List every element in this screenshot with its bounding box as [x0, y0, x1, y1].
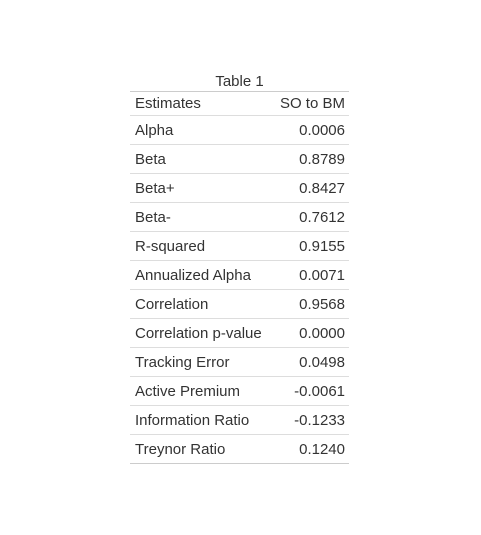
row-value: 0.0071 [271, 260, 349, 290]
table-row: Active Premium -0.0061 [130, 376, 349, 406]
column-header-estimates: Estimates [130, 91, 272, 116]
row-label: Beta+ [130, 173, 272, 203]
table-header-row: Estimates SO to BM [130, 91, 349, 116]
table-row: Information Ratio -0.1233 [130, 405, 349, 435]
row-label: Active Premium [130, 376, 272, 406]
row-label: Annualized Alpha [130, 260, 272, 290]
row-value: 0.1240 [271, 434, 349, 464]
column-header-so-to-bm: SO to BM [271, 91, 349, 116]
table-row: Beta- 0.7612 [130, 202, 349, 232]
row-label: Treynor Ratio [130, 434, 272, 464]
table-caption: Table 1 [215, 73, 264, 90]
table-row: Tracking Error 0.0498 [130, 347, 349, 377]
table-row: Beta 0.8789 [130, 144, 349, 174]
row-value: 0.9155 [271, 231, 349, 261]
row-label: Tracking Error [130, 347, 272, 377]
row-value: 0.0498 [271, 347, 349, 377]
row-value: 0.7612 [271, 202, 349, 232]
row-label: Correlation p-value [130, 318, 272, 348]
table-row: Correlation 0.9568 [130, 289, 349, 319]
row-label: Alpha [130, 115, 272, 145]
row-value: 0.8427 [271, 173, 349, 203]
table-row: R-squared 0.9155 [130, 231, 349, 261]
row-value: 0.0000 [271, 318, 349, 348]
row-value: 0.0006 [271, 115, 349, 145]
row-value: -0.1233 [271, 405, 349, 435]
row-value: 0.9568 [271, 289, 349, 319]
row-label: Beta- [130, 202, 272, 232]
table-row: Annualized Alpha 0.0071 [130, 260, 349, 290]
statistics-table: Estimates SO to BM Alpha 0.0006 Beta 0.8… [130, 91, 349, 464]
row-label: Correlation [130, 289, 272, 319]
table-row: Alpha 0.0006 [130, 115, 349, 145]
table-row: Treynor Ratio 0.1240 [130, 434, 349, 464]
statistics-table-container: Table 1 Estimates SO to BM Alpha 0.0006 … [130, 72, 349, 464]
row-value: -0.0061 [271, 376, 349, 406]
table-row: Correlation p-value 0.0000 [130, 318, 349, 348]
row-label: Information Ratio [130, 405, 272, 435]
table-row: Beta+ 0.8427 [130, 173, 349, 203]
row-label: Beta [130, 144, 272, 174]
row-label: R-squared [130, 231, 272, 261]
row-value: 0.8789 [271, 144, 349, 174]
